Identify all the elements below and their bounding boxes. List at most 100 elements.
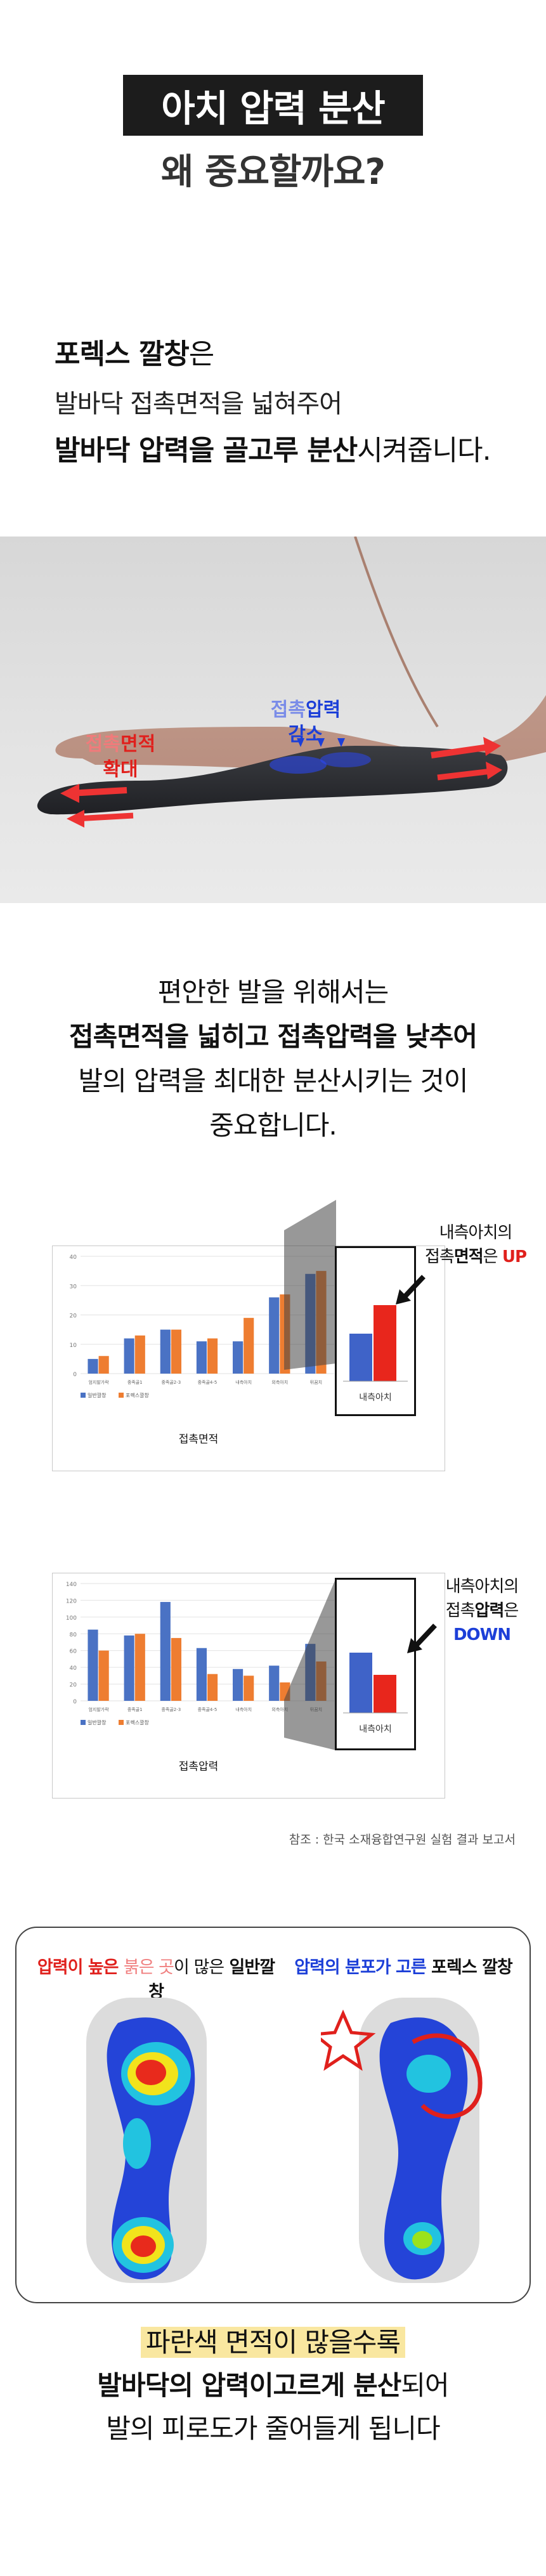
star-icon (321, 2009, 376, 2071)
y-tick-label: 20 (70, 1313, 77, 1320)
legend-label: 일반깔창 (88, 1720, 107, 1726)
arrow-right-2 (437, 768, 492, 781)
bar-forex (171, 1637, 181, 1701)
bar-regular (196, 1341, 207, 1374)
callout-area-line1: 내측아치의 (439, 1223, 513, 1242)
y-tick-label: 40 (70, 1665, 77, 1672)
x-tick-label: 내측아치 (235, 1379, 252, 1385)
x-tick-label: 중족골2-3 (161, 1380, 181, 1385)
callout-arrow-2-line (413, 1623, 437, 1649)
bar-forex (171, 1329, 181, 1374)
x-tick-label: 중족골4-5 (198, 1380, 218, 1385)
middle-line-3: 발의 압력을 최대한 분산시키는 것이 (78, 1065, 468, 1096)
down-arrow-1 (297, 738, 304, 747)
callout-pressure: 내측아치의 접촉압력은 DOWN (425, 1575, 539, 1647)
bar-forex (207, 1674, 218, 1701)
zoom-label: 내측아치 (359, 1724, 392, 1734)
y-tick-label: 80 (70, 1632, 77, 1638)
callout-area: 내측아치의 접촉면적은 UP (419, 1221, 533, 1269)
legend-swatch (119, 1720, 124, 1725)
y-tick-label: 0 (73, 1372, 77, 1378)
bar-forex (98, 1356, 109, 1374)
down-arrow-3 (337, 738, 345, 747)
middle-paragraph: 편안한 발을 위해서는 접촉면적을 넓히고 접촉압력을 낮추어 발의 압력을 최… (0, 970, 546, 1148)
x-tick-label: 외측아치 (271, 1707, 288, 1712)
regular-insole-heatmap (86, 1998, 207, 2283)
arch-glow (270, 756, 327, 774)
brand-suffix: 은 (188, 338, 214, 370)
arrow-left-2 (75, 812, 134, 822)
bar-regular (160, 1602, 171, 1701)
zoom-box-pressure: 내측아치 (335, 1578, 416, 1750)
bar-forex (207, 1338, 218, 1374)
left-label-mid: 이 많은 (174, 1958, 224, 1977)
highlight-circle (412, 2033, 483, 2119)
y-tick-label: 140 (66, 1582, 77, 1588)
y-tick-label: 100 (66, 1615, 77, 1622)
bar-forex (244, 1675, 254, 1701)
zoom-bar-forex (374, 1675, 396, 1713)
chart-title-area: 접촉면적 (178, 1433, 219, 1446)
bar-forex (134, 1634, 145, 1701)
foot-insole-photo: 접촉면적 확대 접촉압력 감소 (0, 536, 546, 903)
callout-arrow-1-line (401, 1275, 426, 1300)
bar-regular (124, 1635, 134, 1701)
x-tick-label: 중족골1 (127, 1707, 143, 1712)
zoom-label: 내측아치 (359, 1393, 392, 1403)
x-tick-label: 내측아치 (235, 1707, 252, 1712)
legend-label: 포렉스깔창 (126, 1719, 149, 1726)
bottom-line-1: 파란색 면적이 많을수록 (140, 2327, 406, 2358)
callout-area-post: 은 (483, 1247, 498, 1266)
right-label-blue: 압력의 분포가 고른 (294, 1958, 427, 1977)
zone-right-1 (406, 2055, 451, 2093)
zoom-shadow-1 (284, 1200, 336, 1370)
zoom-bar-forex (374, 1305, 396, 1381)
zone-left-4 (123, 2118, 151, 2169)
zone-left-7 (131, 2235, 156, 2257)
arrow-left-2-head (67, 810, 84, 828)
heatmap-left-label: 압력이 높은 붉은 곳이 많은 일반깔창 (36, 1953, 276, 2003)
bar-forex (134, 1335, 145, 1374)
bar-regular (233, 1341, 244, 1374)
x-tick-label: 엄지발가락 (88, 1707, 109, 1712)
page-subtitle: 왜 중요할까요? (160, 152, 386, 193)
legend-swatch (119, 1393, 124, 1398)
chart-title-pressure: 접촉압력 (178, 1760, 219, 1773)
y-tick-label: 0 (73, 1699, 77, 1705)
zoom-connector-2 (284, 1578, 336, 1750)
arrow-right-2-head (486, 762, 502, 779)
foot-insole-illustration: 접촉면적 확대 접촉압력 감소 (37, 536, 546, 828)
legend-label: 일반깔창 (88, 1393, 107, 1398)
right-label-bold: 포렉스 깔창 (431, 1958, 513, 1977)
x-tick-label: 중족골2-3 (161, 1707, 181, 1712)
callout-area-pre: 접촉 (424, 1247, 455, 1266)
legend-swatch (81, 1720, 86, 1725)
bar-regular (160, 1329, 171, 1374)
bottom-line-3: 발의 피로도가 줄어들게 됩니다 (106, 2413, 440, 2444)
legend-swatch (81, 1393, 86, 1398)
y-tick-label: 30 (70, 1284, 77, 1290)
bar-regular (88, 1629, 98, 1701)
zoom-shadow-2 (284, 1578, 336, 1750)
label-pressure: 접촉압력 (271, 699, 341, 721)
callout-area-tag: UP (502, 1247, 527, 1266)
callout-arrow-2-head (407, 1638, 422, 1653)
callout-pressure-line1: 내측아치의 (445, 1577, 519, 1596)
callout-arrow-1 (396, 1275, 426, 1304)
insole-shape (37, 746, 508, 815)
bottom-line-2-rest: 되어 (401, 2370, 449, 2401)
x-tick-label: 외측아치 (271, 1379, 288, 1385)
callout-pressure-bold: 압력 (474, 1601, 505, 1620)
callout-pressure-tag: DOWN (453, 1625, 511, 1644)
zone-right-3 (412, 2231, 432, 2249)
callout-arrow-2 (407, 1623, 437, 1653)
zoom-box-area: 내측아치 (335, 1246, 416, 1416)
x-tick-label: 엄지발가락 (88, 1379, 109, 1385)
page-title: 아치 압력 분산 (123, 75, 423, 136)
zoom-bars-pressure: 내측아치 (343, 1653, 408, 1734)
x-tick-label: 중족골4-5 (198, 1707, 218, 1712)
callout-arrow-1-head (396, 1289, 411, 1304)
zoom-connector-1 (284, 1200, 336, 1370)
y-tick-label: 40 (70, 1254, 77, 1261)
bar-regular (269, 1297, 280, 1374)
